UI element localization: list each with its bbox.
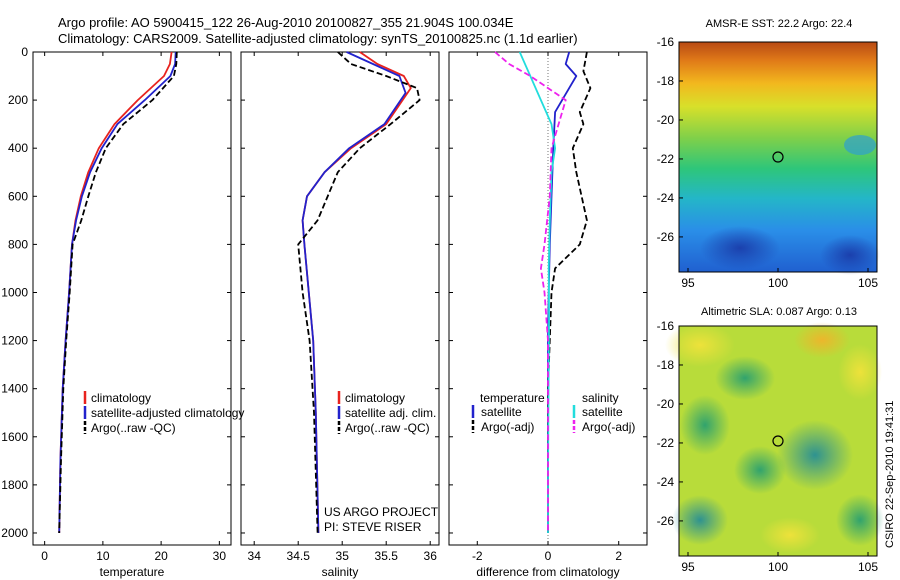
plot-frame (32, 51, 232, 546)
legend-heading-temperature: temperature (480, 391, 545, 405)
sst-map-title: AMSR-E SST: 22.2 Argo: 22.4 (706, 18, 853, 30)
y-tick-label: 600 (8, 189, 28, 203)
temperature-legend: climatology satellite-adjusted climatolo… (83, 391, 244, 435)
map-y-tick-label: -26 (657, 230, 675, 244)
y-tick-label: 2000 (1, 526, 28, 540)
y-tick-label: 1200 (1, 334, 28, 348)
x-tick-label: 0 (41, 549, 48, 563)
legend-label-argo: Argo(..raw -QC) (345, 421, 430, 435)
sst-cold-patch (700, 226, 780, 270)
x-axis-label: difference from climatology (476, 565, 619, 579)
annotation-project: US ARGO PROJECT (324, 505, 439, 519)
map-x-tick-label: 100 (768, 560, 788, 574)
side-timestamp-label: CSIRO 22-Sep-2010 19:41:31 (884, 401, 896, 548)
header-line-1: Argo profile: AO 5900415_122 26-Aug-2010… (58, 15, 514, 30)
sst-argo-marker (772, 151, 784, 163)
sla-patch (665, 323, 735, 367)
sla-patch (715, 356, 775, 400)
map-x-tick-label: 100 (768, 276, 788, 290)
map-y-tick-label: -16 (657, 319, 675, 333)
x-tick-label: 10 (96, 549, 110, 563)
x-tick-label: 34 (248, 549, 262, 563)
sla-map: Altimetric SLA: 0.087 Argo: 0.13 95 100 10… (657, 306, 884, 574)
sla-map-title: Altimetric SLA: 0.087 Argo: 0.13 (701, 306, 857, 318)
sla-patch (680, 395, 730, 455)
y-tick-label: 1400 (1, 382, 28, 396)
sst-map: AMSR-E SST: 22.2 Argo: 22.4 95 100 105 -16 -… (657, 18, 880, 290)
y-tick-label: 0 (21, 45, 28, 59)
difference-profile-plot: -2 0 2 difference from climatology (448, 51, 648, 579)
legend-label-argo: Argo(..raw -QC) (91, 421, 176, 435)
legend-label-climatology: climatology (91, 391, 151, 405)
sla-patch (836, 494, 884, 546)
x-tick-label: 36 (424, 549, 438, 563)
series-line (301, 51, 407, 534)
legend-label-temp-argo: Argo(-adj) (481, 420, 534, 434)
sla-patch (760, 517, 820, 553)
sla-axis-ticks: 95 100 105 -16 -18 -20 -22 -24 -26 (657, 319, 879, 574)
sla-patch (777, 420, 853, 490)
x-tick-label: 20 (154, 549, 168, 563)
map-y-tick-label: -20 (657, 397, 675, 411)
series-line (301, 51, 412, 534)
x-tick-label: 35 (336, 549, 350, 563)
sst-warm-patch (844, 135, 876, 155)
y-tick-label: 400 (8, 141, 28, 155)
x-tick-label: 30 (213, 549, 227, 563)
map-y-tick-label: -24 (657, 475, 675, 489)
sla-patch (734, 446, 786, 494)
legend-label-sal-argo: Argo(-adj) (582, 420, 635, 434)
x-tick-label: 35.5 (375, 549, 399, 563)
y-tick-label: 800 (8, 237, 28, 251)
map-y-tick-label: -16 (657, 35, 675, 49)
legend-label-satellite: satellite-adjusted climatology (91, 406, 244, 420)
series-line (297, 51, 421, 534)
map-y-tick-label: -26 (657, 514, 675, 528)
map-y-tick-label: -18 (657, 74, 675, 88)
annotation-pi: PI: STEVE RISER (324, 520, 422, 534)
plot-frame (240, 51, 440, 546)
map-x-tick-label: 95 (681, 560, 695, 574)
map-x-tick-label: 95 (681, 276, 695, 290)
series-line (58, 51, 177, 534)
map-y-tick-label: -24 (657, 191, 675, 205)
difference-legend: temperature satellite Argo(-adj) salinit… (471, 391, 635, 434)
x-tick-label: 0 (545, 549, 552, 563)
y-tick-label: 200 (8, 93, 28, 107)
x-axis-label: temperature (100, 565, 165, 579)
sla-patch (838, 344, 882, 400)
legend-label-temp-satellite: satellite (481, 405, 522, 419)
x-axis-label: salinity (322, 565, 359, 579)
sst-axis-ticks: 95 100 105 -16 -18 -20 -22 -24 -26 (657, 35, 879, 290)
y-tick-label: 1000 (1, 285, 28, 299)
x-tick-label: -2 (472, 549, 483, 563)
series-line (58, 51, 173, 534)
map-y-tick-label: -22 (657, 436, 675, 450)
series-line (494, 51, 567, 533)
salinity-profile-plot: 34 34.5 35 35.5 36 salinity (240, 51, 440, 579)
y-tick-label: 1600 (1, 430, 28, 444)
map-y-tick-label: -20 (657, 113, 675, 127)
legend-label-sal-satellite: satellite (582, 405, 623, 419)
x-tick-label: 2 (615, 549, 622, 563)
sla-argo-marker (772, 435, 784, 447)
salinity-legend: climatology satellite adj. clim. Argo(..… (324, 391, 439, 534)
header-line-2: Climatology: CARS2009. Satellite-adjuste… (58, 31, 578, 46)
temperature-profile-plot: 0 200 400 600 800 1000 1200 1400 1600 1800 2000 0 10… (1, 45, 232, 579)
map-y-tick-label: -22 (657, 152, 675, 166)
x-tick-label: 34.5 (287, 549, 311, 563)
legend-label-satellite: satellite adj. clim. (345, 406, 436, 420)
legend-heading-salinity: salinity (582, 391, 619, 405)
y-tick-label: 1800 (1, 478, 28, 492)
map-x-tick-label: 105 (858, 276, 878, 290)
sla-patch (794, 322, 850, 358)
series-line (518, 51, 556, 533)
sla-patch (672, 495, 728, 545)
sst-cold-patch (820, 235, 880, 275)
legend-label-climatology: climatology (345, 391, 405, 405)
map-x-tick-label: 105 (858, 560, 878, 574)
series-line (58, 51, 178, 534)
map-y-tick-label: -18 (657, 358, 675, 372)
